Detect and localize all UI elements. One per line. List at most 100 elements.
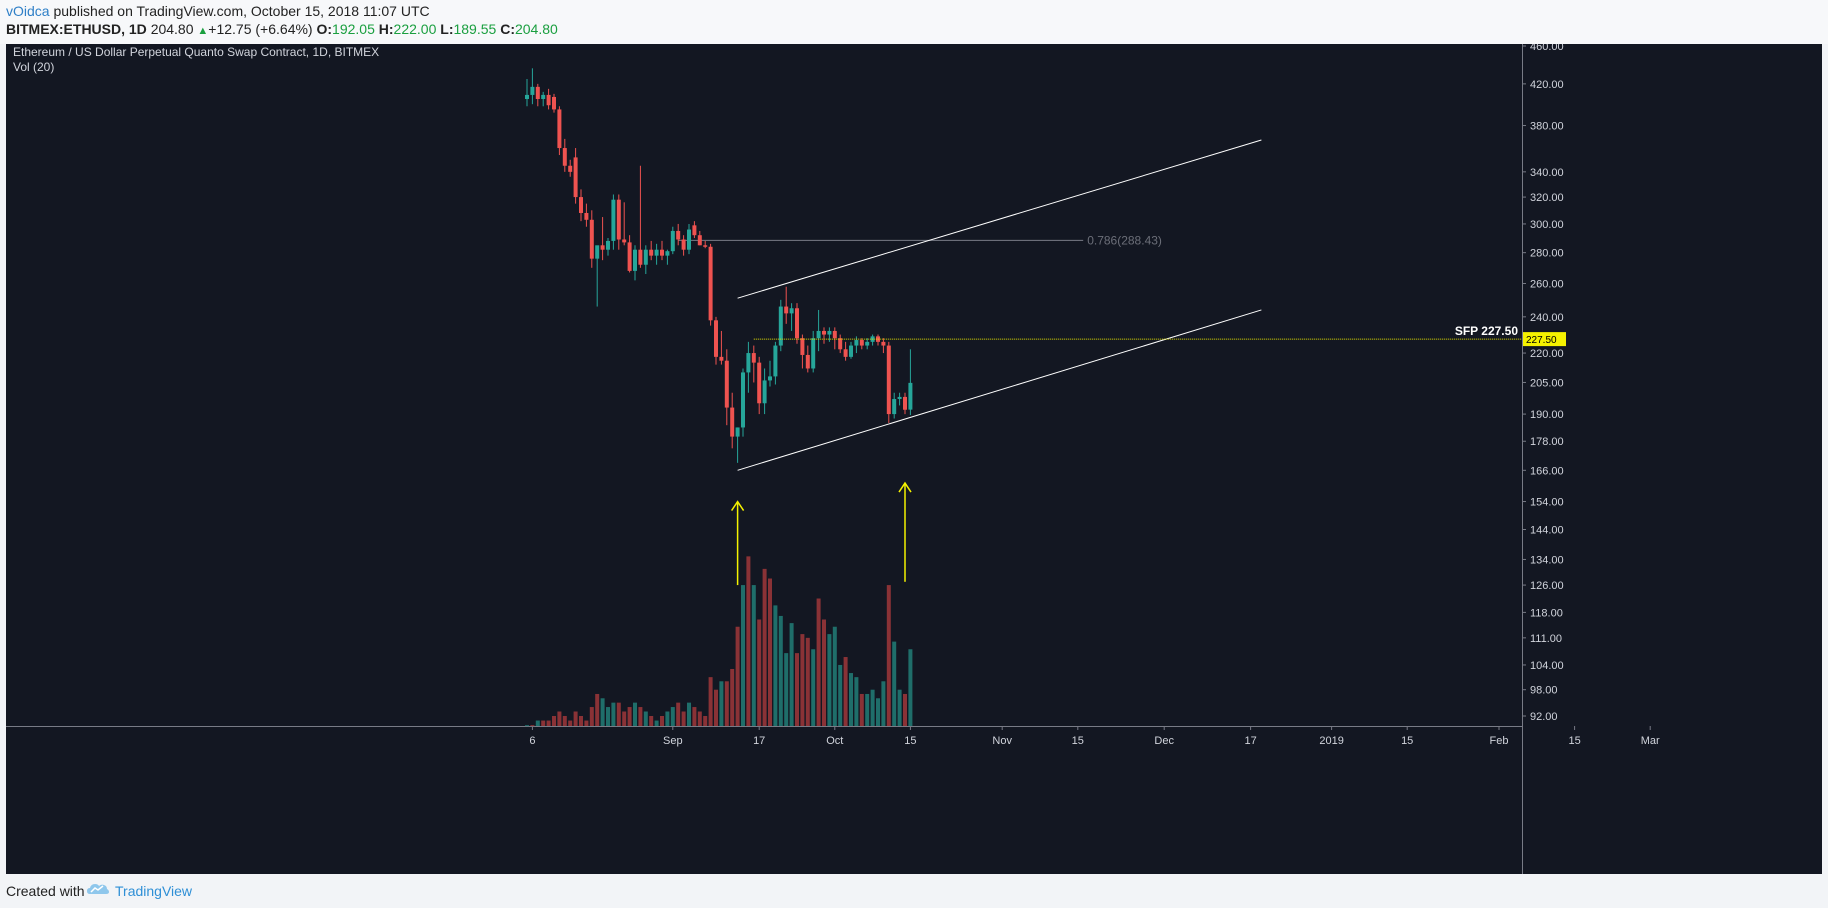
candle-body [643,249,648,265]
candle-body [638,249,643,265]
sfp-price-tag-label: 227.50 [1526,335,1557,346]
volume-bar [903,693,907,726]
volume-bar [827,634,832,726]
candle-body [811,338,816,369]
tradingview-cloud-icon[interactable] [86,880,110,898]
volume-bar [892,641,897,726]
volume-bar [633,702,637,726]
candle-body [843,349,848,357]
published-text: published on TradingView.com, October 15… [53,3,430,19]
volume-bar [562,716,567,726]
volume-bar [665,711,670,726]
low-label: L: [440,21,454,37]
candle-body [805,354,810,369]
candle-body [849,345,853,357]
candle-body [762,380,767,404]
volume-bar [595,693,600,726]
footer: Created with TradingView [0,874,1828,908]
volume-bar [886,585,891,726]
author-link[interactable]: vOidca [6,3,50,19]
publish-header: vOidca published on TradingView.com, Oct… [0,0,1828,44]
volume-bar [660,716,664,726]
x-tick-label: Mar [1641,735,1660,747]
sfp-price-tag [1523,332,1566,347]
candle-body [822,330,826,335]
candle-body [784,306,789,314]
volume-bar [881,681,886,726]
candle-body [908,382,913,410]
symbol-name: BITMEX:ETHUSD, 1D [6,21,147,37]
candle-body [881,341,886,346]
volume-bar [525,725,529,727]
volume-bar [546,720,551,726]
price-chart[interactable]: 460.00 420.00 380.00 340.00 320.00 300.00 280.… [6,44,1822,874]
up-arrow-head-icon [898,481,912,493]
x-tick-label: 15 [1072,735,1084,747]
candle-body [525,94,529,100]
volume-bar [681,711,686,726]
volume-bar [762,568,767,726]
candle-body [897,396,902,400]
price-change: +12.75 (+6.64%) [208,21,313,37]
y-tick-label: 190.00 [1530,409,1564,421]
volume-bar [584,720,589,726]
candle-body [627,242,632,271]
y-tick-label: 118.00 [1530,607,1563,619]
low-value: 189.55 [453,21,497,37]
volume-bar [687,702,691,726]
volume-bar [773,605,778,726]
candle-body [557,109,562,149]
volume-bar [805,637,810,726]
candle-body [865,341,870,346]
candle-body [789,308,794,314]
volume-bar [876,698,880,726]
channel-upper-line [737,139,1262,299]
x-tick-label: 2019 [1319,735,1343,747]
candle-body [530,86,535,95]
volume-bar [541,720,546,726]
candle-body [552,96,556,110]
volume-bar [816,598,821,726]
fib-level-label: 0.786(288.43) [1087,233,1162,247]
volume-bar [843,657,848,726]
x-tick-label: 17 [1244,735,1256,747]
chart-title: Ethereum / US Dollar Perpetual Quanto Sw… [13,45,379,59]
volume-bar [606,707,610,726]
volume-bar [703,716,708,726]
candle-body [697,235,702,246]
volume-bar [870,689,875,726]
y-tick-label: 126.00 [1530,580,1564,592]
chart-panel[interactable]: 460.00 420.00 380.00 340.00 320.00 300.00 280.… [6,44,1822,874]
candle-body [611,199,616,241]
channel-lower-line [737,309,1262,471]
y-tick-label: 300.00 [1530,219,1564,231]
sfp-level-label: SFP 227.50 [1455,324,1518,338]
candle-body [892,399,897,415]
volume-bar [643,711,648,726]
volume-bar [849,673,853,726]
candle-body [778,306,783,346]
candle-body [595,245,600,259]
volume-bar [557,711,562,726]
candle-body [735,427,740,437]
y-tick-label: 460.00 [1530,44,1564,53]
candle-body [795,308,799,339]
volume-bar [822,619,826,726]
x-tick-label: Feb [1490,735,1509,747]
candle-body [757,362,762,404]
volume-bar [751,585,756,726]
volume-bar [530,725,535,727]
volume-bar [654,720,659,726]
candle-body [535,86,540,100]
candle-body [573,157,578,198]
y-tick-label: 340.00 [1530,167,1564,179]
symbol-quote-line: BITMEX:ETHUSD, 1D 204.80 ▲+12.75 (+6.64%… [6,21,558,37]
volume-bar [838,664,843,726]
volume-bar [854,677,859,726]
volume-bar [757,619,762,726]
x-tick-label: Sep [663,735,683,747]
tradingview-brand-link[interactable]: TradingView [115,883,193,899]
volume-label: Vol (20) [13,60,54,74]
y-tick-label: 166.00 [1530,465,1564,477]
candle-body [816,330,821,339]
